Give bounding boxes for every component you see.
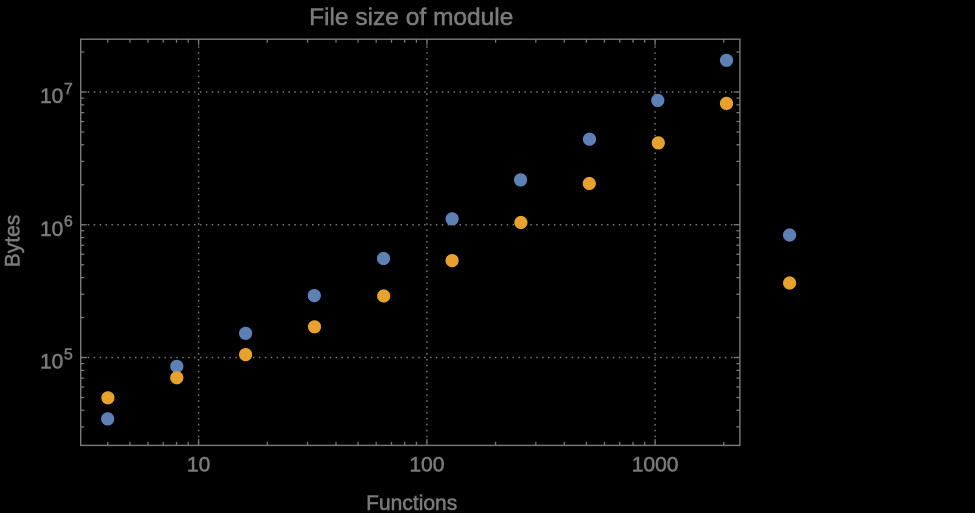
svg-text:100: 100 (409, 453, 444, 476)
svg-text:File size of module: File size of module (309, 4, 513, 31)
svg-text:10: 10 (40, 351, 63, 374)
svg-text:1000: 1000 (632, 453, 679, 476)
svg-text:Bytes: Bytes (2, 215, 25, 268)
svg-text:Functions: Functions (366, 492, 457, 513)
svg-text:6: 6 (64, 214, 73, 231)
svg-text:10: 10 (40, 218, 63, 241)
svg-text:10: 10 (187, 453, 210, 476)
svg-text:7: 7 (64, 81, 73, 98)
svg-text:10: 10 (40, 85, 63, 108)
svg-text:5: 5 (64, 346, 73, 363)
